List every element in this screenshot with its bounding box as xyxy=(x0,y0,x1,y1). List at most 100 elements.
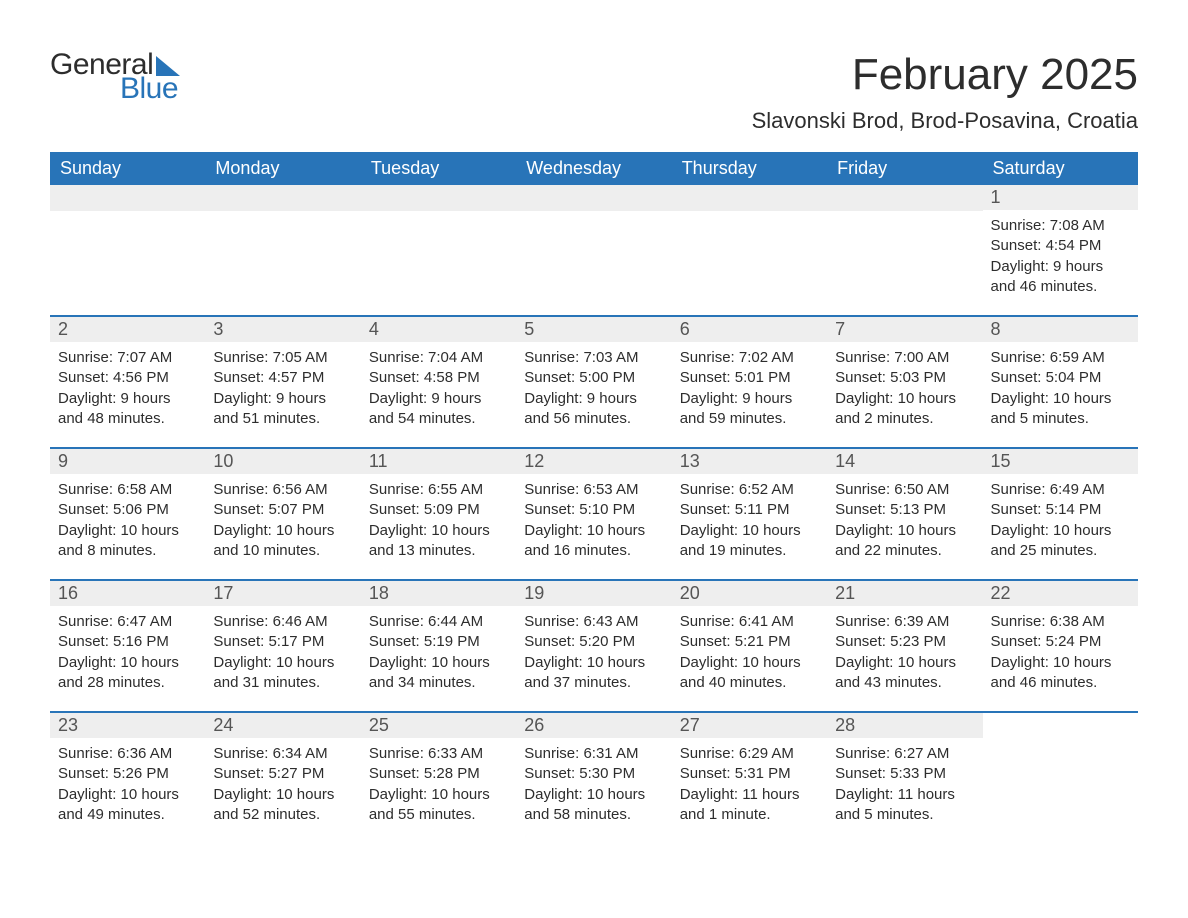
calendar-day: 24Sunrise: 6:34 AMSunset: 5:27 PMDayligh… xyxy=(205,713,360,829)
day-details: Sunrise: 6:39 AMSunset: 5:23 PMDaylight:… xyxy=(827,606,982,697)
calendar-day: 4Sunrise: 7:04 AMSunset: 4:58 PMDaylight… xyxy=(361,317,516,433)
calendar-week: 23Sunrise: 6:36 AMSunset: 5:26 PMDayligh… xyxy=(50,711,1138,829)
sunset-text: Sunset: 4:58 PM xyxy=(369,368,508,388)
sunrise-text: Sunrise: 6:55 AM xyxy=(369,480,508,500)
sunrise-text: Sunrise: 6:41 AM xyxy=(680,612,819,632)
day-details: Sunrise: 6:50 AMSunset: 5:13 PMDaylight:… xyxy=(827,474,982,565)
logo-triangle-icon xyxy=(156,56,180,76)
sunset-text: Sunset: 5:31 PM xyxy=(680,764,819,784)
day-details: Sunrise: 6:47 AMSunset: 5:16 PMDaylight:… xyxy=(50,606,205,697)
calendar-day: 10Sunrise: 6:56 AMSunset: 5:07 PMDayligh… xyxy=(205,449,360,565)
sunrise-text: Sunrise: 7:07 AM xyxy=(58,348,197,368)
daylight-text: and 34 minutes. xyxy=(369,673,508,693)
calendar-day: 7Sunrise: 7:00 AMSunset: 5:03 PMDaylight… xyxy=(827,317,982,433)
day-details: Sunrise: 6:59 AMSunset: 5:04 PMDaylight:… xyxy=(983,342,1138,433)
day-details: Sunrise: 6:46 AMSunset: 5:17 PMDaylight:… xyxy=(205,606,360,697)
daylight-text: and 1 minute. xyxy=(680,805,819,825)
weekday-header: Monday xyxy=(205,152,360,185)
calendar-day: 25Sunrise: 6:33 AMSunset: 5:28 PMDayligh… xyxy=(361,713,516,829)
day-number: 2 xyxy=(50,317,205,342)
daylight-text: Daylight: 10 hours xyxy=(213,653,352,673)
daylight-text: Daylight: 10 hours xyxy=(680,521,819,541)
daylight-text: and 37 minutes. xyxy=(524,673,663,693)
calendar-day: 8Sunrise: 6:59 AMSunset: 5:04 PMDaylight… xyxy=(983,317,1138,433)
sunset-text: Sunset: 5:09 PM xyxy=(369,500,508,520)
calendar-day: 21Sunrise: 6:39 AMSunset: 5:23 PMDayligh… xyxy=(827,581,982,697)
calendar-day: 11Sunrise: 6:55 AMSunset: 5:09 PMDayligh… xyxy=(361,449,516,565)
daylight-text: Daylight: 9 hours xyxy=(991,257,1130,277)
day-details: Sunrise: 6:38 AMSunset: 5:24 PMDaylight:… xyxy=(983,606,1138,697)
sunrise-text: Sunrise: 7:08 AM xyxy=(991,216,1130,236)
sunset-text: Sunset: 5:28 PM xyxy=(369,764,508,784)
sunset-text: Sunset: 5:03 PM xyxy=(835,368,974,388)
daylight-text: Daylight: 10 hours xyxy=(991,521,1130,541)
daylight-text: and 8 minutes. xyxy=(58,541,197,561)
daylight-text: and 19 minutes. xyxy=(680,541,819,561)
sunrise-text: Sunrise: 6:46 AM xyxy=(213,612,352,632)
day-number: 15 xyxy=(983,449,1138,474)
calendar-day xyxy=(672,185,827,301)
weekday-header: Sunday xyxy=(50,152,205,185)
calendar-day xyxy=(516,185,671,301)
day-number: 14 xyxy=(827,449,982,474)
daylight-text: Daylight: 10 hours xyxy=(369,521,508,541)
weekday-header: Tuesday xyxy=(361,152,516,185)
daylight-text: and 54 minutes. xyxy=(369,409,508,429)
daylight-text: Daylight: 10 hours xyxy=(213,521,352,541)
day-number: 4 xyxy=(361,317,516,342)
sunset-text: Sunset: 5:17 PM xyxy=(213,632,352,652)
empty-day-bar xyxy=(205,185,360,211)
header: General Blue February 2025 Slavonski Bro… xyxy=(50,50,1138,134)
daylight-text: and 40 minutes. xyxy=(680,673,819,693)
daylight-text: and 5 minutes. xyxy=(991,409,1130,429)
sunset-text: Sunset: 5:24 PM xyxy=(991,632,1130,652)
sunrise-text: Sunrise: 6:44 AM xyxy=(369,612,508,632)
day-details: Sunrise: 6:44 AMSunset: 5:19 PMDaylight:… xyxy=(361,606,516,697)
day-details: Sunrise: 6:34 AMSunset: 5:27 PMDaylight:… xyxy=(205,738,360,829)
logo-text-blue: Blue xyxy=(120,74,180,104)
day-number: 7 xyxy=(827,317,982,342)
day-number: 22 xyxy=(983,581,1138,606)
sunset-text: Sunset: 5:14 PM xyxy=(991,500,1130,520)
day-number: 16 xyxy=(50,581,205,606)
day-number: 24 xyxy=(205,713,360,738)
sunrise-text: Sunrise: 6:27 AM xyxy=(835,744,974,764)
calendar-week: 9Sunrise: 6:58 AMSunset: 5:06 PMDaylight… xyxy=(50,447,1138,565)
daylight-text: Daylight: 9 hours xyxy=(213,389,352,409)
sunrise-text: Sunrise: 7:02 AM xyxy=(680,348,819,368)
daylight-text: Daylight: 10 hours xyxy=(58,785,197,805)
sunrise-text: Sunrise: 6:38 AM xyxy=(991,612,1130,632)
day-number: 13 xyxy=(672,449,827,474)
calendar-day xyxy=(827,185,982,301)
sunset-text: Sunset: 5:20 PM xyxy=(524,632,663,652)
daylight-text: Daylight: 11 hours xyxy=(835,785,974,805)
daylight-text: and 13 minutes. xyxy=(369,541,508,561)
weekday-header: Friday xyxy=(827,152,982,185)
daylight-text: and 58 minutes. xyxy=(524,805,663,825)
calendar-week: 1Sunrise: 7:08 AMSunset: 4:54 PMDaylight… xyxy=(50,185,1138,301)
day-details: Sunrise: 6:36 AMSunset: 5:26 PMDaylight:… xyxy=(50,738,205,829)
sunset-text: Sunset: 5:07 PM xyxy=(213,500,352,520)
day-details: Sunrise: 7:05 AMSunset: 4:57 PMDaylight:… xyxy=(205,342,360,433)
daylight-text: Daylight: 9 hours xyxy=(58,389,197,409)
sunrise-text: Sunrise: 6:31 AM xyxy=(524,744,663,764)
sunset-text: Sunset: 5:30 PM xyxy=(524,764,663,784)
sunset-text: Sunset: 5:13 PM xyxy=(835,500,974,520)
calendar-day: 12Sunrise: 6:53 AMSunset: 5:10 PMDayligh… xyxy=(516,449,671,565)
daylight-text: and 28 minutes. xyxy=(58,673,197,693)
daylight-text: Daylight: 9 hours xyxy=(680,389,819,409)
calendar-day: 9Sunrise: 6:58 AMSunset: 5:06 PMDaylight… xyxy=(50,449,205,565)
daylight-text: and 55 minutes. xyxy=(369,805,508,825)
sunset-text: Sunset: 4:56 PM xyxy=(58,368,197,388)
empty-day-bar xyxy=(50,185,205,211)
calendar-day: 1Sunrise: 7:08 AMSunset: 4:54 PMDaylight… xyxy=(983,185,1138,301)
sunset-text: Sunset: 5:27 PM xyxy=(213,764,352,784)
daylight-text: and 48 minutes. xyxy=(58,409,197,429)
sunrise-text: Sunrise: 6:58 AM xyxy=(58,480,197,500)
calendar-day: 13Sunrise: 6:52 AMSunset: 5:11 PMDayligh… xyxy=(672,449,827,565)
sunset-text: Sunset: 5:01 PM xyxy=(680,368,819,388)
daylight-text: Daylight: 10 hours xyxy=(835,653,974,673)
sunset-text: Sunset: 5:23 PM xyxy=(835,632,974,652)
empty-day-bar xyxy=(672,185,827,211)
calendar-day: 19Sunrise: 6:43 AMSunset: 5:20 PMDayligh… xyxy=(516,581,671,697)
